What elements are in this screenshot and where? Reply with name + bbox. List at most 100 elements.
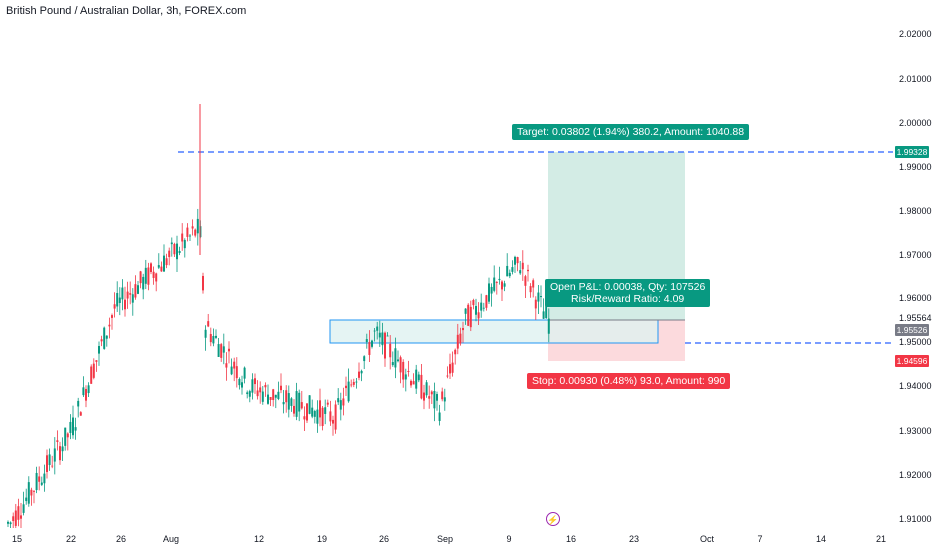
candle-body — [488, 283, 490, 302]
candle-body — [545, 305, 548, 319]
candle-body — [498, 278, 501, 281]
candle-body — [59, 446, 61, 461]
candle-body — [441, 391, 444, 400]
time-label: 12 — [253, 534, 265, 544]
price-label: 1.98000 — [899, 206, 932, 216]
candle-body — [90, 366, 93, 384]
candle-body — [202, 275, 204, 291]
candle-body — [451, 362, 454, 373]
candle-body — [225, 363, 228, 368]
candle-body — [425, 382, 428, 396]
candle-body — [17, 506, 20, 520]
candle-body — [459, 333, 462, 344]
candle-body — [259, 387, 262, 393]
candle-body — [280, 385, 282, 391]
candle-body — [220, 344, 223, 358]
candle-body — [98, 346, 100, 354]
candle-body — [248, 391, 251, 397]
candle-body — [337, 398, 340, 403]
rr-text: Risk/Reward Ratio: 4.09 — [571, 293, 685, 305]
candle-body — [53, 448, 56, 462]
candle-body — [212, 336, 215, 344]
candle-body — [25, 497, 28, 502]
candle-body — [116, 293, 119, 307]
candle-body — [475, 306, 477, 315]
candle-body — [363, 356, 366, 362]
candle-body — [111, 315, 113, 318]
candle-body — [456, 334, 459, 349]
candle-body — [191, 226, 194, 229]
candle-body — [243, 367, 246, 379]
candle-body — [454, 349, 457, 355]
candle-body — [306, 403, 308, 421]
candle-body — [482, 307, 485, 309]
candle-body — [521, 262, 524, 270]
candle-body — [126, 291, 129, 299]
chart-canvas[interactable] — [0, 0, 893, 536]
candle-body — [501, 281, 503, 290]
candle-body — [467, 304, 470, 326]
candle-body — [313, 411, 316, 417]
price-label: 1.94000 — [899, 381, 932, 391]
lightning-icon[interactable]: ⚡ — [546, 512, 560, 526]
candle-body — [303, 416, 306, 420]
candle-body — [14, 510, 17, 526]
support-zone[interactable] — [329, 319, 659, 344]
candle-body — [368, 342, 371, 355]
candle-body — [527, 269, 529, 272]
time-label: 26 — [115, 534, 127, 544]
candle-body — [298, 392, 301, 412]
candle-body — [186, 227, 189, 237]
candle-body — [272, 389, 275, 400]
candle-body — [38, 476, 41, 482]
candle-body — [532, 280, 535, 288]
candle-body — [152, 271, 155, 278]
candle-body — [238, 378, 241, 386]
candle-body — [300, 402, 303, 409]
candle-body — [261, 391, 264, 402]
candle-body — [412, 381, 415, 385]
chart-area[interactable]: British Pound / Australian Dollar, 3h, F… — [0, 0, 893, 536]
candle-body — [61, 446, 64, 452]
candle-body — [87, 385, 90, 394]
candle-body — [56, 440, 59, 443]
target-price-tag: 1.99328 — [895, 146, 929, 158]
stop-label[interactable]: Stop: 0.00930 (0.48%) 93.0, Amount: 990 — [527, 373, 731, 389]
target-label[interactable]: Target: 0.03802 (1.94%) 380.2, Amount: 1… — [512, 124, 750, 140]
candle-body — [108, 324, 111, 327]
candle-body — [66, 433, 69, 438]
candle-body — [287, 393, 290, 410]
time-label: Aug — [162, 534, 180, 544]
time-label: Oct — [699, 534, 715, 544]
candle-body — [378, 332, 381, 338]
candle-body — [69, 421, 72, 433]
pnl-label[interactable]: Open P&L: 0.00038, Qty: 107526 Risk/Rewa… — [545, 279, 711, 307]
candle-body — [428, 396, 431, 399]
time-label: 19 — [316, 534, 328, 544]
candle-body — [27, 482, 30, 504]
candle-body — [222, 346, 225, 353]
candle-body — [217, 344, 220, 357]
candle-body — [46, 455, 48, 472]
candle-body — [503, 283, 506, 287]
candle-body — [51, 465, 54, 467]
candle-body — [386, 335, 389, 337]
candle-body — [295, 391, 298, 417]
current-price-tag: 1.95526 — [895, 324, 929, 336]
candle-body — [147, 267, 150, 285]
time-axis[interactable]: 15 22 26 Aug 12 19 26 Sep 9 16 23 Oct 7 … — [0, 528, 893, 550]
candle-body — [77, 400, 80, 407]
candle-body — [506, 265, 509, 277]
candle-body — [537, 292, 540, 302]
candle-body — [183, 239, 186, 249]
price-scale[interactable]: 2.02000 2.01000 2.00000 1.99000 1.98000 … — [893, 0, 932, 550]
candle-body — [22, 504, 25, 513]
candle-body — [402, 361, 405, 380]
candle-body — [43, 473, 46, 484]
candle-body — [514, 256, 516, 265]
candle-body — [155, 273, 158, 282]
candle-body — [235, 366, 238, 379]
candle-body — [35, 472, 38, 491]
candle-body — [230, 366, 233, 375]
candle-body — [215, 335, 217, 338]
